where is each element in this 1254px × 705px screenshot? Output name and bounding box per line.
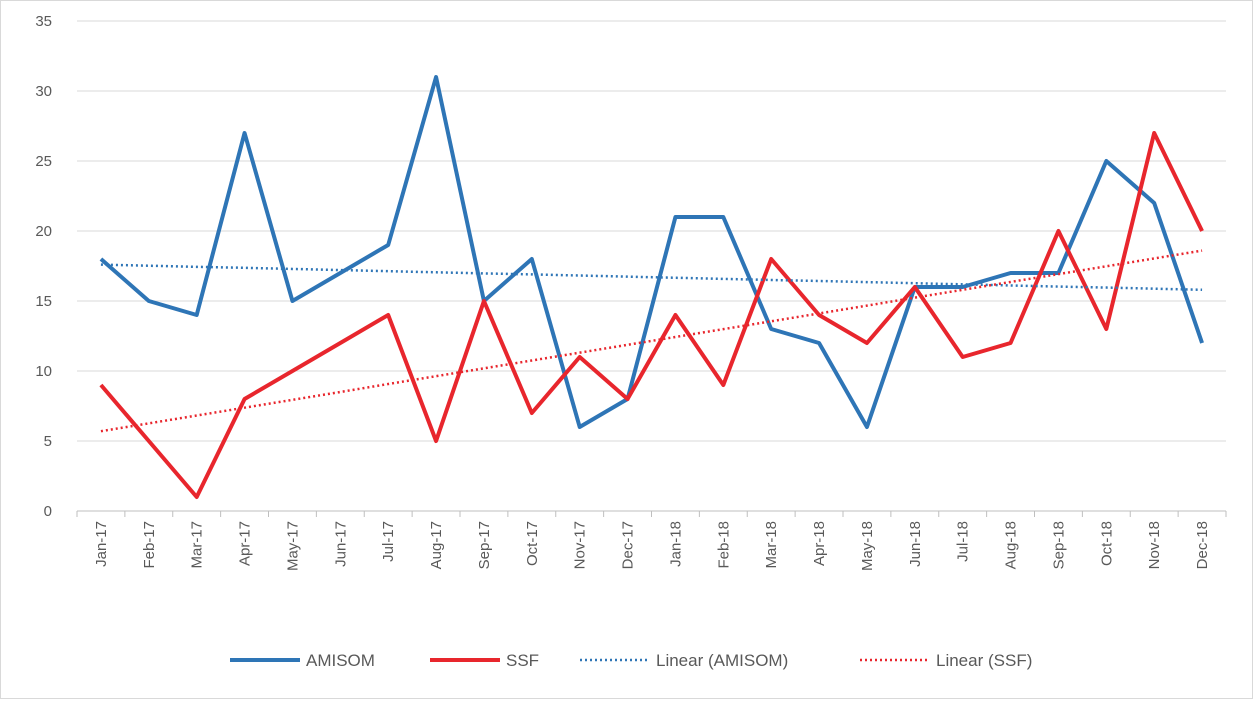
legend-label: Linear (SSF) bbox=[936, 651, 1032, 670]
x-tick-label: Jun-18 bbox=[907, 521, 924, 567]
x-tick-label: Jan-17 bbox=[93, 521, 110, 567]
x-tick-label: Mar-18 bbox=[763, 521, 780, 569]
y-tick-label: 25 bbox=[35, 153, 52, 170]
x-tick-label: Feb-18 bbox=[715, 521, 732, 569]
x-tick-label: Aug-17 bbox=[428, 521, 445, 569]
x-tick-label: Feb-17 bbox=[141, 521, 158, 569]
x-tick-label: Jul-17 bbox=[380, 521, 397, 562]
x-tick-label: Aug-18 bbox=[1003, 521, 1020, 569]
x-tick-label: Dec-17 bbox=[620, 521, 637, 569]
x-tick-label: Mar-17 bbox=[189, 521, 206, 569]
x-tick-label: Apr-17 bbox=[237, 521, 254, 566]
x-tick-label: Sep-17 bbox=[476, 521, 493, 569]
y-tick-label: 5 bbox=[44, 433, 52, 450]
x-tick-label: May-18 bbox=[859, 521, 876, 571]
y-tick-label: 35 bbox=[35, 13, 52, 30]
trend-line bbox=[100, 249, 1203, 433]
x-tick-label: Jun-17 bbox=[332, 521, 349, 567]
x-tick-label: Nov-17 bbox=[572, 521, 589, 569]
y-tick-label: 30 bbox=[35, 83, 52, 100]
x-tick-label: Sep-18 bbox=[1050, 521, 1067, 569]
y-tick-label: 15 bbox=[35, 293, 52, 310]
x-tick-label: Jul-18 bbox=[955, 521, 972, 562]
x-tick-label: Nov-18 bbox=[1146, 521, 1163, 569]
x-tick-label: May-17 bbox=[284, 521, 301, 571]
series-line bbox=[99, 75, 1204, 429]
legend-label: Linear (AMISOM) bbox=[656, 651, 788, 670]
series-line bbox=[99, 131, 1204, 499]
trend-line bbox=[100, 263, 1203, 292]
x-tick-label: Jan-18 bbox=[667, 521, 684, 567]
legend-label: AMISOM bbox=[306, 651, 375, 670]
legend-label: SSF bbox=[506, 651, 539, 670]
y-tick-label: 0 bbox=[44, 503, 52, 520]
x-tick-label: Oct-18 bbox=[1098, 521, 1115, 566]
x-tick-label: Dec-18 bbox=[1194, 521, 1211, 569]
y-tick-label: 20 bbox=[35, 223, 52, 240]
x-tick-label: Oct-17 bbox=[524, 521, 541, 566]
y-tick-label: 10 bbox=[35, 363, 52, 380]
x-tick-label: Apr-18 bbox=[811, 521, 828, 566]
